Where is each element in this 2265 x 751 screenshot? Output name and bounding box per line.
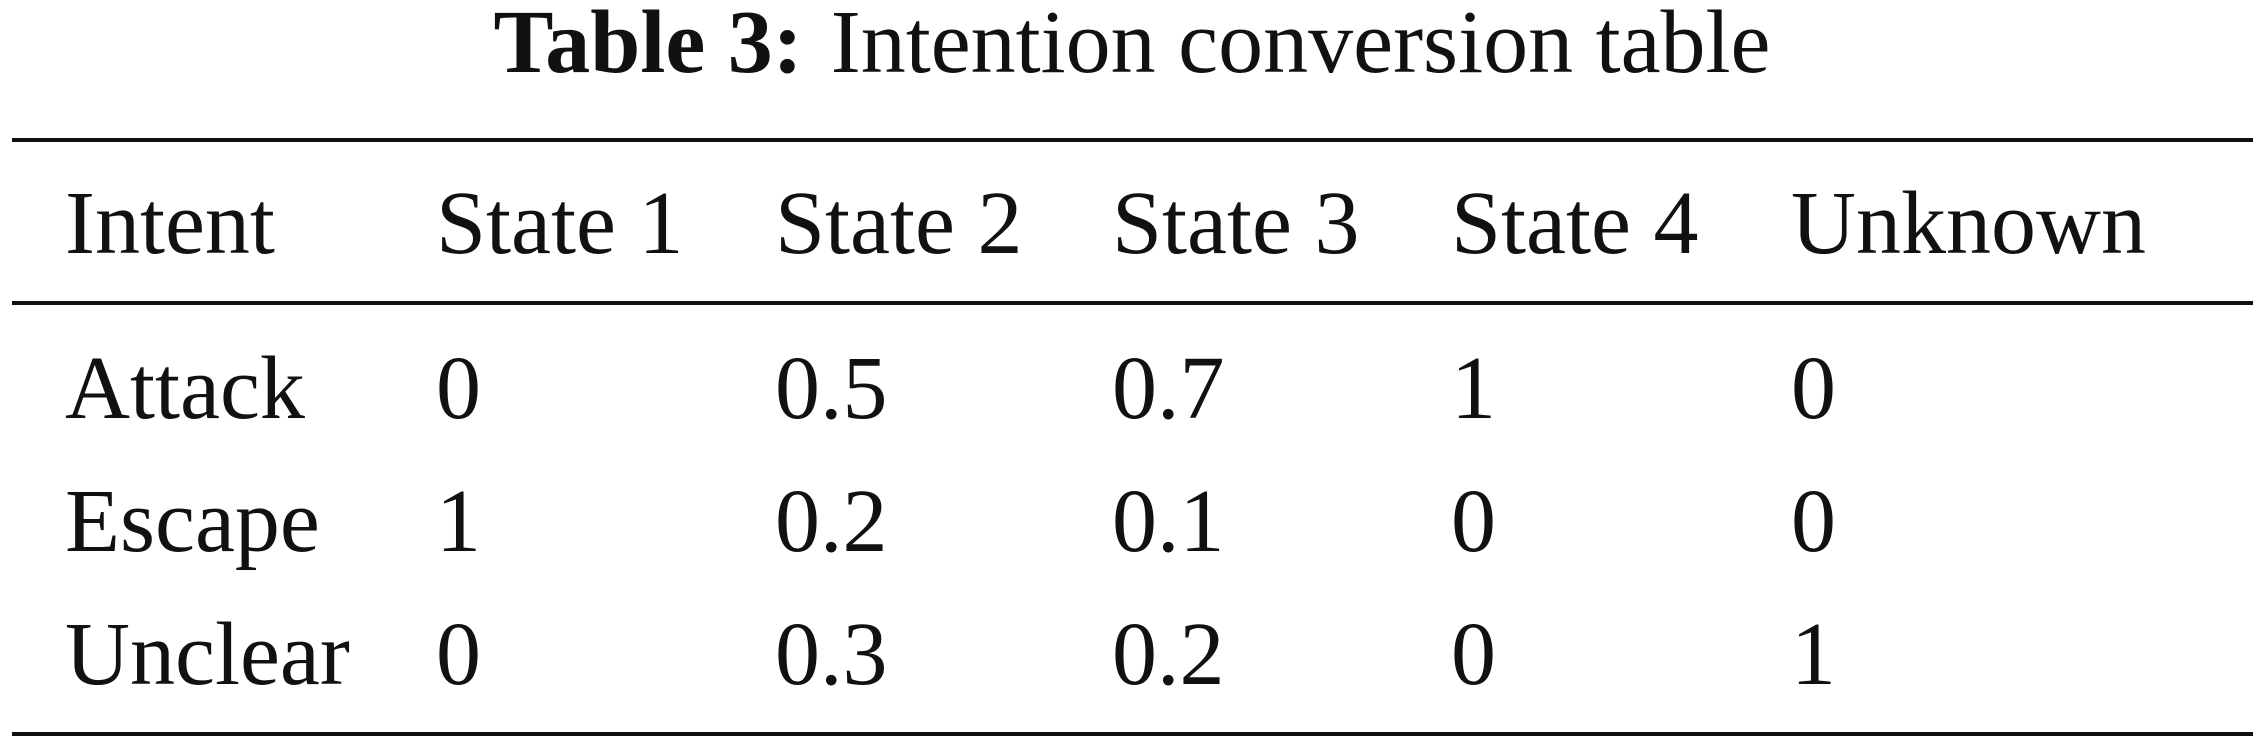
- cell: 1: [1791, 605, 1836, 704]
- cell: 0: [1451, 472, 1496, 571]
- cell: 0: [436, 339, 481, 438]
- cell: 0.1: [1112, 472, 1225, 571]
- header-cell: State 3: [1112, 174, 1359, 273]
- cell: 0.2: [775, 472, 888, 571]
- row-label: Attack: [65, 339, 305, 438]
- caption-label: Table 3:: [494, 0, 803, 92]
- cell: 0: [1791, 472, 1836, 571]
- cell: 0.2: [1112, 605, 1225, 704]
- row-label: Unclear: [65, 605, 350, 704]
- cell: 0.5: [775, 339, 888, 438]
- cell: 0: [436, 605, 481, 704]
- cell: 0.3: [775, 605, 888, 704]
- caption-title: Intention conversion table: [831, 0, 1771, 92]
- cell: 0: [1451, 605, 1496, 704]
- table-caption: Table 3: Intention conversion table: [494, 0, 1771, 92]
- cell: 0: [1791, 339, 1836, 438]
- row-label: Escape: [65, 472, 320, 571]
- header-cell: State 2: [775, 174, 1022, 273]
- header-cell: State 1: [436, 174, 683, 273]
- header-cell: State 4: [1451, 174, 1698, 273]
- header-cell: Unknown: [1791, 174, 2146, 273]
- cell: 0.7: [1112, 339, 1225, 438]
- cell: 1: [436, 472, 481, 571]
- cell: 1: [1451, 339, 1496, 438]
- header-cell: Intent: [65, 174, 275, 273]
